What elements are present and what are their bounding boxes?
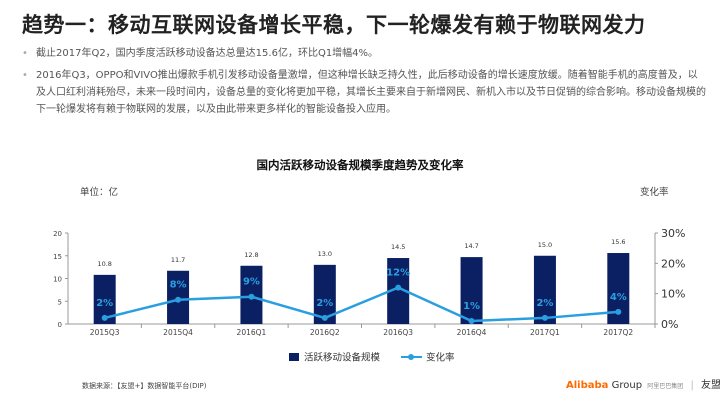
rate-value-label: 8% xyxy=(170,280,187,291)
rate-value-label: 1% xyxy=(463,301,480,312)
y-tick-label: 10 xyxy=(53,276,62,284)
bar-value-label: 15.0 xyxy=(538,241,552,249)
rate-point xyxy=(395,284,402,291)
bar xyxy=(533,255,556,324)
rate-value-label: 4% xyxy=(610,292,627,303)
chart-title: 国内活跃移动设备规模季度趋势及变化率 xyxy=(256,158,464,172)
legend-bar-label: 活跃移动设备规模 xyxy=(304,352,381,364)
umeng-logo-text: 友盟+ xyxy=(701,380,720,391)
rate-point xyxy=(321,314,328,321)
bar-value-label: 15.6 xyxy=(611,238,625,246)
alibaba-logo-text: Alibaba xyxy=(566,380,609,391)
y2-tick-label: 30% xyxy=(661,227,685,240)
rate-point xyxy=(248,293,255,300)
y-tick-label: 0 xyxy=(58,321,62,329)
x-tick-label: 2016Q3 xyxy=(383,328,413,337)
rate-value-label: 9% xyxy=(243,277,260,288)
rate-value-label: 2% xyxy=(316,298,333,309)
x-tick-label: 2015Q3 xyxy=(90,328,120,337)
y-tick-label: 5 xyxy=(58,298,62,306)
bullet-list: • 截止2017年Q2，国内季度活跃移动设备达总量达15.6亿，环比Q1增幅4%… xyxy=(22,45,707,123)
bullet-text: 截止2017年Q2，国内季度活跃移动设备达总量达15.6亿，环比Q1增幅4%。 xyxy=(36,48,379,59)
legend-line-label: 变化率 xyxy=(426,352,455,364)
y2-tick-label: 20% xyxy=(661,257,685,270)
bar-value-label: 12.8 xyxy=(244,251,258,259)
bar-value-label: 11.7 xyxy=(171,256,185,264)
bullet-item: • 2016年Q3，OPPO和VIVO推出爆款手机引发移动设备量激增，但这种增长… xyxy=(22,67,707,118)
bar xyxy=(313,264,336,324)
rate-point xyxy=(101,314,108,321)
legend-line-marker xyxy=(408,354,414,360)
rate-value-label: 2% xyxy=(96,298,113,309)
x-tick-label: 2016Q2 xyxy=(310,328,340,337)
y-tick-label: 15 xyxy=(53,253,62,261)
bar-value-label: 14.5 xyxy=(391,243,405,251)
page-title: 趋势一：移动互联网设备增长平稳，下一轮爆发有赖于物联网发力 xyxy=(22,13,646,37)
bar xyxy=(93,274,116,324)
bar-value-label: 14.7 xyxy=(464,242,478,250)
bullet-text: 2016年Q3，OPPO和VIVO推出爆款手机引发移动设备量激增，但这种增长缺乏… xyxy=(36,70,706,115)
bar xyxy=(607,253,630,324)
legend-bar-swatch xyxy=(289,353,299,361)
rate-point xyxy=(615,308,622,315)
y2-axis-label: 变化率 xyxy=(640,187,669,198)
y-axis-unit-label: 单位：亿 xyxy=(80,187,119,198)
alibaba-sub-text: 阿里巴巴集团 xyxy=(647,383,684,390)
x-tick-label: 2015Q4 xyxy=(163,328,193,337)
rate-point xyxy=(175,296,182,303)
rate-value-label: 12% xyxy=(386,268,410,279)
rate-point xyxy=(468,317,475,324)
rate-point xyxy=(541,314,548,321)
rate-value-label: 2% xyxy=(536,298,553,309)
bar xyxy=(387,258,410,324)
brand-logos: Alibaba Group 阿里巴巴集团 | 友盟+ xyxy=(566,376,720,391)
y-tick-label: 20 xyxy=(53,230,62,238)
data-source-note: 数据来源：【友盟+】数据智能平台(DIP) xyxy=(82,382,207,390)
x-tick-label: 2016Q1 xyxy=(237,328,267,337)
bar xyxy=(460,257,483,324)
x-tick-label: 2017Q1 xyxy=(530,328,560,337)
bar-value-label: 13.0 xyxy=(318,250,332,258)
rate-line xyxy=(104,286,619,323)
bullet-item: • 截止2017年Q2，国内季度活跃移动设备达总量达15.6亿，环比Q1增幅4%… xyxy=(22,45,707,62)
alibaba-group-text: Group xyxy=(611,380,643,391)
brand-separator: | xyxy=(690,380,694,391)
y2-tick-label: 0% xyxy=(661,318,678,331)
y2-tick-label: 10% xyxy=(661,288,685,301)
x-tick-label: 2017Q2 xyxy=(603,328,633,337)
x-tick-label: 2016Q4 xyxy=(457,328,487,337)
bar-value-label: 10.8 xyxy=(97,260,111,268)
bullet-dot-icon: • xyxy=(22,48,28,59)
bullet-dot-icon: • xyxy=(22,70,28,81)
